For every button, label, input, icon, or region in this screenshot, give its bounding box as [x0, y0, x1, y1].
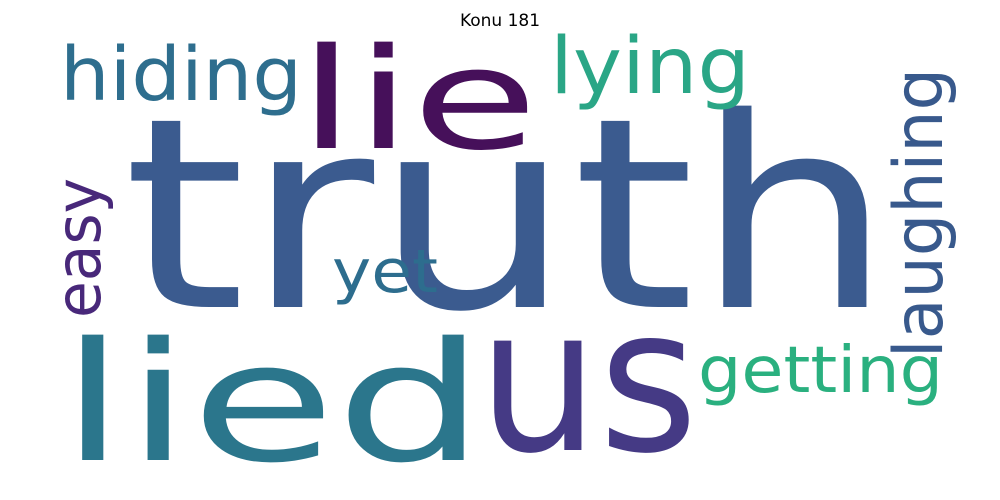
chart-title: Konu 181 — [459, 11, 541, 31]
word-laughing: laughing — [880, 68, 959, 358]
word-hiding: hiding — [60, 32, 302, 118]
word-lying: lying — [550, 22, 750, 112]
word-lie: lie — [298, 19, 538, 182]
word-lied: lied — [60, 307, 485, 499]
word-getting: getting — [698, 334, 943, 408]
word-yet: yet — [332, 237, 438, 307]
word-truth: truth — [123, 62, 893, 370]
word-easy: easy — [42, 178, 115, 318]
word-us: us — [478, 265, 698, 498]
